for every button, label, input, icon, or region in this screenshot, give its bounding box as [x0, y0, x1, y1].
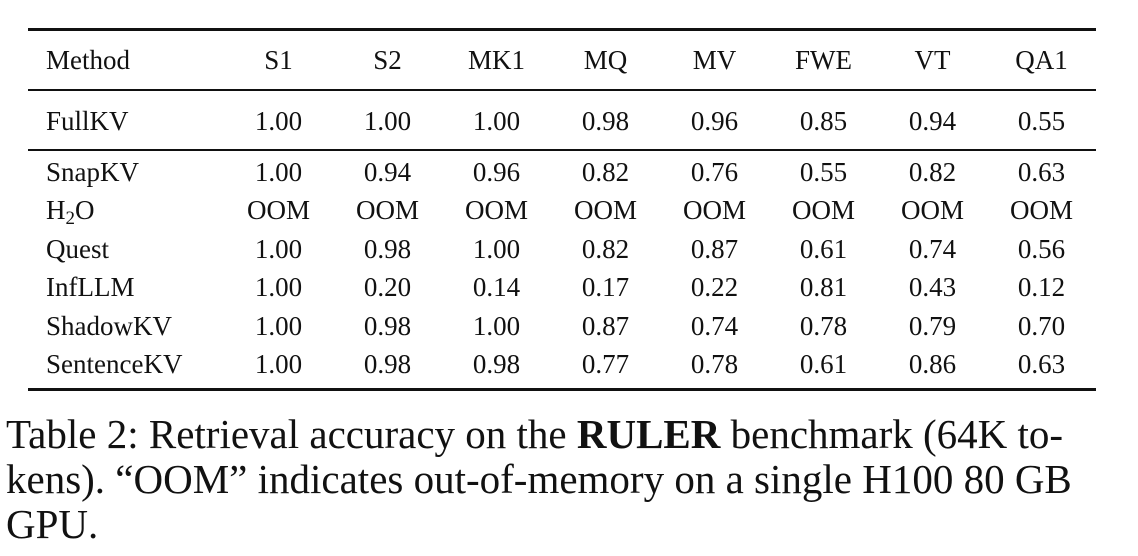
cell-value: 0.55 [1017, 105, 1066, 136]
cell-value: OOM [573, 195, 637, 226]
cell-value: 0.94 [908, 105, 957, 136]
table-caption: Table 2: Retrieval accuracy on the RULER… [6, 412, 1126, 547]
results-table: Method S1 S2 MK1 MQ MV FWE VT QA1 FullKV… [28, 28, 1096, 391]
caption-prefix: Table 2: Retrieval accuracy on the [6, 411, 577, 457]
cell-value: 0.70 [1017, 310, 1066, 341]
cell-value: 0.43 [908, 272, 957, 303]
method-name-subscript: 2 [65, 208, 76, 230]
cell-value: 0.98 [581, 105, 630, 136]
cell-value: OOM [791, 195, 855, 226]
cell-value: 0.78 [799, 310, 848, 341]
cell-value: 0.61 [799, 349, 848, 380]
cell-value: 0.85 [799, 105, 848, 136]
cell-value: 1.00 [254, 156, 303, 187]
method-name-prefix: H [46, 195, 66, 226]
header-mk1: MK1 [467, 44, 525, 75]
caption-benchmark-name: RULER [576, 411, 721, 457]
cell-value: 0.98 [363, 349, 412, 380]
caption-suffix: benchmark (64K to- [720, 411, 1064, 457]
cell-value: OOM [900, 195, 964, 226]
cell-value: 1.00 [254, 233, 303, 264]
cell-value: 0.17 [581, 272, 630, 303]
cell-value: OOM [355, 195, 419, 226]
method-name: Quest [46, 233, 109, 264]
cell-value: 1.00 [254, 105, 303, 136]
cell-value: 0.77 [581, 349, 630, 380]
table-row-infllm: InfLLM 1.00 0.20 0.14 0.17 0.22 0.81 0.4… [28, 269, 1096, 308]
cell-value: 0.20 [363, 272, 412, 303]
cell-value: 0.94 [363, 156, 412, 187]
table-row-snapkv: SnapKV 1.00 0.94 0.96 0.82 0.76 0.55 0.8… [28, 150, 1096, 192]
header-qa1: QA1 [1015, 44, 1068, 75]
header-vt: VT [914, 44, 951, 75]
header-mv: MV [692, 44, 737, 75]
table-row-shadowkv: ShadowKV 1.00 0.98 1.00 0.87 0.74 0.78 0… [28, 307, 1096, 346]
method-name: InfLLM [46, 272, 135, 303]
cell-value: OOM [464, 195, 528, 226]
cell-value: 0.82 [581, 156, 630, 187]
cell-value: 0.98 [363, 233, 412, 264]
cell-value: 0.96 [690, 105, 739, 136]
baseline-group: FullKV 1.00 1.00 1.00 0.98 0.96 0.85 0.9… [28, 90, 1096, 150]
cell-value: 0.63 [1017, 349, 1066, 380]
results-table-container: Method S1 S2 MK1 MQ MV FWE VT QA1 FullKV… [28, 28, 1096, 391]
table-header: Method S1 S2 MK1 MQ MV FWE VT QA1 [28, 29, 1096, 90]
cell-value: 0.86 [908, 349, 957, 380]
cell-value: 0.14 [472, 272, 521, 303]
cell-value: 0.82 [908, 156, 957, 187]
cell-value: 1.00 [472, 105, 521, 136]
caption-line-2: kens). “OOM” indicates out-of-memory on … [6, 456, 1072, 502]
method-name: ShadowKV [46, 310, 172, 341]
method-name: H2O [28, 192, 224, 231]
header-fwe: FWE [795, 44, 852, 75]
methods-group: SnapKV 1.00 0.94 0.96 0.82 0.76 0.55 0.8… [28, 150, 1096, 390]
table-row-h2o: H2O OOM OOM OOM OOM OOM OOM OOM OOM [28, 192, 1096, 231]
table-row-sentencekv: SentenceKV 1.00 0.98 0.98 0.77 0.78 0.61… [28, 346, 1096, 390]
cell-value: 0.87 [581, 310, 630, 341]
cell-value: 0.87 [690, 233, 739, 264]
cell-value: OOM [246, 195, 310, 226]
method-name: SnapKV [46, 156, 139, 187]
caption-line-3: GPU. [6, 501, 99, 547]
method-name: FullKV [46, 105, 129, 136]
cell-value: 0.79 [908, 310, 957, 341]
table-row-fullkv: FullKV 1.00 1.00 1.00 0.98 0.96 0.85 0.9… [28, 90, 1096, 150]
table-row-quest: Quest 1.00 0.98 1.00 0.82 0.87 0.61 0.74… [28, 230, 1096, 269]
header-s1: S1 [264, 44, 293, 75]
cell-value: 1.00 [254, 272, 303, 303]
cell-value: 0.55 [799, 156, 848, 187]
cell-value: 1.00 [254, 310, 303, 341]
cell-value: 0.74 [908, 233, 957, 264]
header-mq: MQ [583, 44, 628, 75]
cell-value: 0.98 [363, 310, 412, 341]
cell-value: 0.98 [472, 349, 521, 380]
cell-value: 0.61 [799, 233, 848, 264]
header-s2: S2 [373, 44, 402, 75]
cell-value: 1.00 [472, 233, 521, 264]
cell-value: 0.12 [1017, 272, 1066, 303]
method-name-suffix: O [75, 195, 95, 226]
cell-value: 0.74 [690, 310, 739, 341]
cell-value: 0.82 [581, 233, 630, 264]
cell-value: OOM [682, 195, 746, 226]
header-method: Method [46, 44, 130, 75]
cell-value: 0.63 [1017, 156, 1066, 187]
cell-value: OOM [1009, 195, 1073, 226]
cell-value: 1.00 [254, 349, 303, 380]
cell-value: 0.56 [1017, 233, 1066, 264]
cell-value: 0.76 [690, 156, 739, 187]
cell-value: 0.78 [690, 349, 739, 380]
cell-value: 1.00 [472, 310, 521, 341]
cell-value: 0.96 [472, 156, 521, 187]
cell-value: 0.22 [690, 272, 739, 303]
cell-value: 0.81 [799, 272, 848, 303]
method-name: SentenceKV [46, 349, 183, 380]
header-row: Method S1 S2 MK1 MQ MV FWE VT QA1 [28, 29, 1096, 90]
cell-value: 1.00 [363, 105, 412, 136]
